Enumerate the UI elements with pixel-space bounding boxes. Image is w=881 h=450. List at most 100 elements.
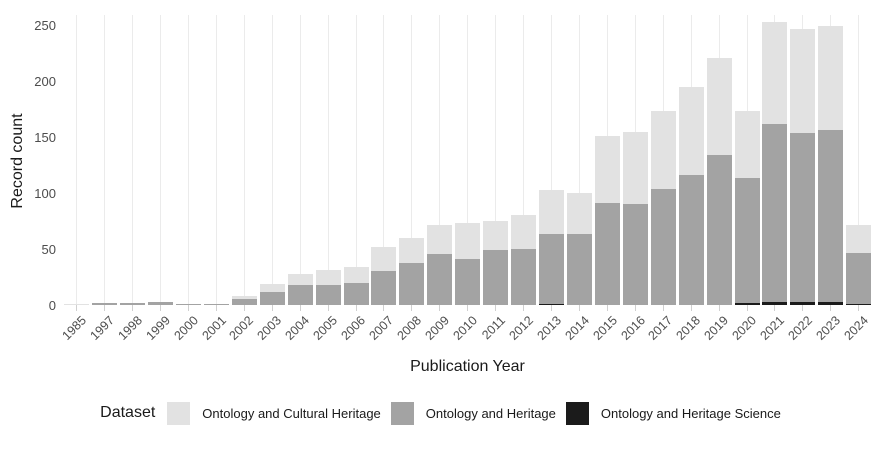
vertical-gridline: [104, 15, 106, 305]
x-axis-tick: [76, 305, 78, 311]
x-axis-tick: [858, 305, 860, 311]
bar-segment: [818, 301, 844, 305]
bar-segment: [147, 301, 173, 305]
vertical-gridline: [495, 15, 497, 305]
bar-segment: [539, 303, 564, 305]
x-tick-label: 2001: [198, 313, 229, 343]
bar-segment: [455, 259, 481, 305]
bar-segment: [343, 282, 369, 305]
y-axis-title: Record count: [9, 113, 26, 209]
vertical-gridline: [858, 15, 860, 305]
bar-segment: [399, 262, 425, 305]
x-tick-label: 2014: [562, 313, 592, 343]
vertical-gridline: [578, 15, 580, 305]
bar-segment: [566, 233, 592, 305]
x-tick-label: 1999: [143, 313, 173, 343]
x-axis-tick: [327, 305, 329, 311]
bar-segment: [762, 124, 788, 302]
x-axis-title: Publication Year: [410, 358, 525, 375]
x-axis-tick: [606, 305, 608, 311]
bar-segment: [846, 252, 872, 304]
bar-segment: [650, 188, 676, 305]
bar-segment: [594, 203, 620, 305]
bar-segment: [566, 193, 592, 234]
legend-swatch-icon: [167, 401, 191, 425]
bar-segment: [203, 303, 229, 305]
x-tick-label: 1985: [59, 313, 89, 343]
bar-segment: [762, 301, 788, 305]
y-tick-label: 200: [34, 74, 56, 90]
x-tick-label: 2006: [338, 313, 369, 343]
vertical-gridline: [355, 15, 357, 305]
bar-segment: [511, 214, 537, 250]
x-axis-tick: [355, 305, 357, 311]
bar-segment: [483, 221, 509, 251]
bar-segment: [120, 302, 146, 305]
bar-segment: [343, 267, 369, 283]
bar-segment: [818, 129, 844, 302]
bar-segment: [622, 131, 648, 205]
x-axis-tick: [299, 305, 301, 311]
bar-segment: [92, 302, 118, 305]
y-tick-label: 100: [34, 185, 56, 201]
x-axis-tick: [830, 305, 832, 311]
bar-segment: [622, 204, 648, 305]
bar-segment: [371, 271, 397, 305]
bar-segment: [734, 110, 760, 178]
bar-segment: [706, 58, 732, 156]
x-tick-label: 2003: [254, 313, 285, 343]
vertical-gridline: [327, 15, 329, 305]
bar-segment: [427, 253, 453, 305]
x-tick-label: 2012: [506, 313, 536, 343]
x-tick-label: 2005: [310, 313, 341, 343]
legend-item-label: Ontology and Cultural Heritage: [202, 405, 381, 421]
x-tick-label: 2011: [478, 313, 508, 343]
x-axis-tick: [411, 305, 413, 311]
x-axis-tick: [159, 305, 161, 311]
bar-segment: [706, 155, 732, 305]
x-axis-tick: [551, 305, 552, 311]
vertical-gridline: [523, 15, 525, 305]
bar-segment: [399, 237, 425, 263]
bar-segment: [175, 303, 201, 305]
x-axis-tick: [187, 305, 189, 311]
legend-title: Dataset: [100, 404, 156, 421]
x-tick-label: 2002: [226, 313, 257, 343]
bar-segment: [790, 29, 816, 134]
x-axis-tick: [578, 305, 580, 311]
x-axis-tick: [634, 305, 636, 311]
x-tick-label: 2010: [450, 313, 480, 343]
x-axis-tick: [523, 305, 525, 311]
bar-segment: [678, 87, 704, 176]
legend-item: Ontology and Heritage: [390, 401, 556, 425]
vertical-gridline: [467, 15, 469, 305]
vertical-gridline: [132, 15, 134, 305]
x-tick-label: 2017: [645, 313, 676, 343]
x-tick-label: 1997: [87, 313, 117, 343]
bar-segment: [259, 291, 285, 305]
x-axis-tick: [271, 305, 273, 311]
bar-segment: [678, 175, 704, 305]
x-axis-tick: [104, 305, 106, 311]
legend-swatch-icon: [565, 401, 589, 425]
x-axis-tick: [495, 305, 497, 311]
bar-segment: [427, 224, 453, 254]
legend-item-label: Ontology and Heritage Science: [600, 405, 781, 421]
x-axis-tick: [662, 305, 664, 311]
legend: Dataset Ontology and Cultural Heritage On…: [0, 392, 881, 434]
x-tick-label: 2019: [701, 313, 732, 343]
vertical-gridline: [215, 15, 217, 305]
bar-segment: [790, 133, 816, 302]
x-axis-tick: [215, 305, 217, 311]
legend-item: Ontology and Heritage Science: [565, 401, 781, 425]
bar-segment: [790, 301, 816, 305]
bar-segment: [231, 296, 257, 300]
vertical-gridline: [383, 15, 385, 305]
vertical-gridline: [551, 15, 552, 305]
bar-segment: [539, 233, 564, 304]
x-tick-label: 2000: [171, 313, 201, 343]
vertical-gridline: [299, 15, 301, 305]
x-tick-label: 2021: [757, 313, 788, 343]
x-axis-tick: [439, 305, 441, 311]
vertical-gridline: [159, 15, 161, 305]
